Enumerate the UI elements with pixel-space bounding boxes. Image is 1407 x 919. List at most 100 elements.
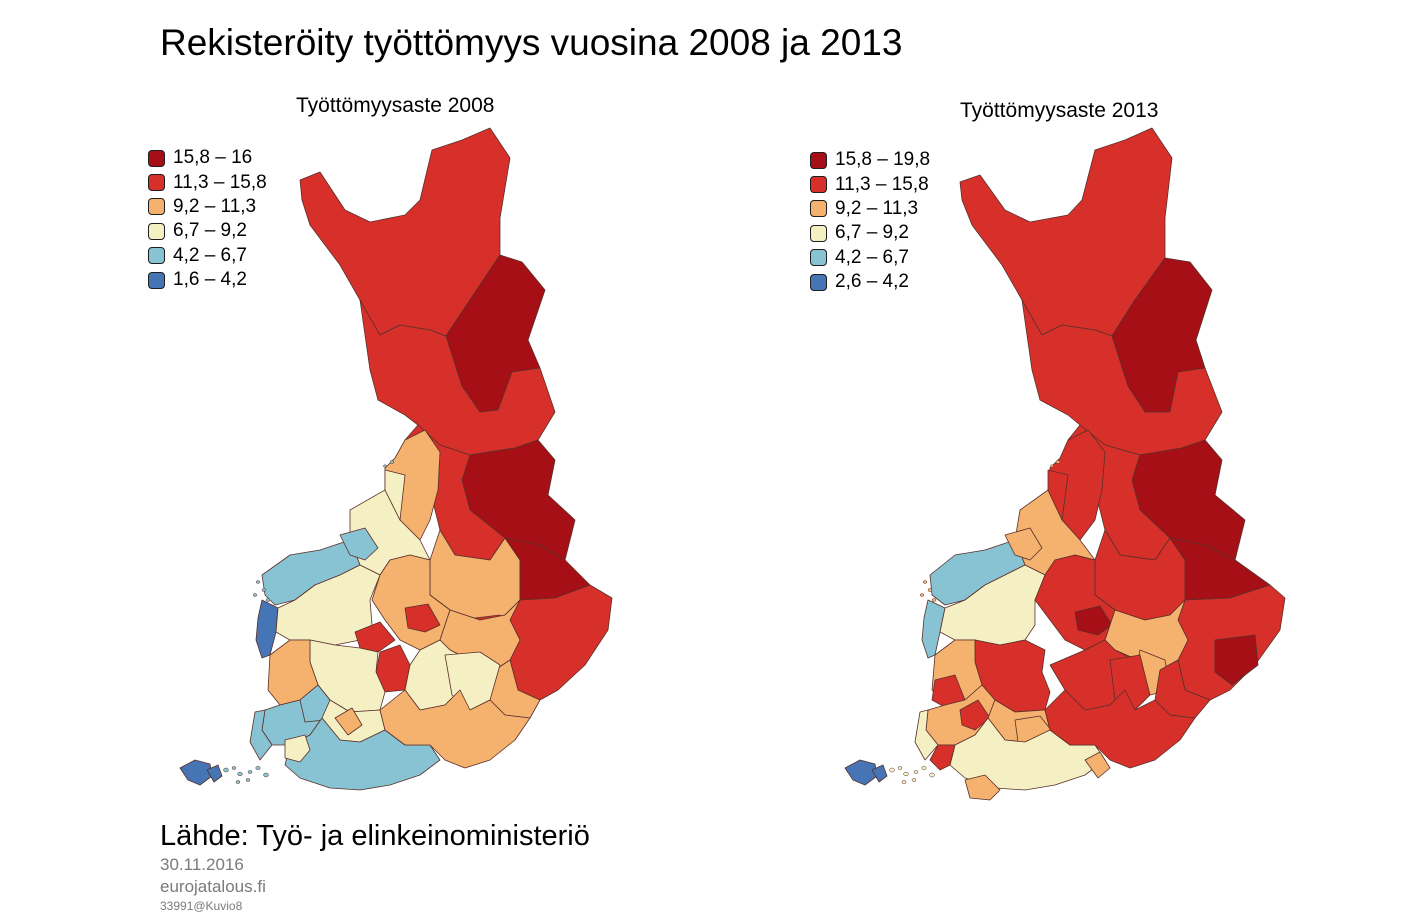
legend-item: 9,2 – 11,3: [810, 197, 930, 221]
region-aland: [179, 759, 213, 786]
map-finland-2008: [179, 127, 613, 791]
region-turku-red: [959, 699, 991, 731]
island: [383, 464, 387, 468]
region-orange-ostro: [1004, 527, 1043, 561]
source-text: Lähde: Työ- ja elinkeinoministeriö: [160, 820, 590, 852]
region-blue-ostro: [339, 527, 379, 561]
legend-label: 9,2 – 11,3: [835, 197, 919, 219]
island: [897, 766, 903, 770]
island: [235, 780, 241, 784]
island: [261, 588, 267, 592]
island: [929, 772, 935, 778]
legend-item: 6,7 – 9,2: [810, 221, 930, 245]
island: [911, 778, 917, 782]
site-text: eurojatalous.fi: [160, 877, 266, 896]
island: [255, 766, 261, 770]
legend-swatch: [810, 224, 827, 242]
island: [919, 593, 925, 597]
legend-2013: 15,8 – 19,8 11,3 – 15,8 9,2 – 11,3 6,7 – 9,…: [810, 148, 930, 294]
legend-item: 2,6 – 4,2: [810, 270, 930, 294]
legend-swatch: [810, 200, 827, 218]
legend-swatch: [810, 273, 827, 291]
legend-item: 15,8 – 16: [148, 146, 267, 170]
island: [252, 593, 258, 597]
island: [889, 767, 895, 773]
map-finland-2013: [844, 127, 1286, 801]
legend-label: 11,3 – 15,8: [173, 171, 267, 193]
legend-swatch: [148, 271, 165, 289]
island: [245, 778, 251, 782]
region-salo-red: [929, 744, 956, 771]
legend-swatch: [810, 249, 827, 267]
region-narpio: [255, 599, 279, 659]
region-lapland-south: [1021, 299, 1223, 456]
island: [265, 598, 271, 602]
region-aland2: [871, 764, 888, 783]
legend-swatch: [148, 149, 165, 167]
region-uusimaa: [284, 717, 441, 791]
legend-item: 4,2 – 6,7: [148, 244, 267, 268]
legend-label: 6,7 – 9,2: [835, 222, 909, 244]
region-kymenlaakso: [1044, 689, 1196, 769]
region-ostro2: [384, 469, 406, 521]
legend-item: 11,3 – 15,8: [148, 170, 267, 194]
legend-label: 11,3 – 15,8: [835, 173, 929, 195]
legend-item: 6,7 – 9,2: [148, 219, 267, 243]
legend-label: 6,7 – 9,2: [173, 220, 247, 242]
island: [263, 772, 269, 778]
legend-item: 4,2 – 6,7: [810, 246, 930, 270]
island: [231, 766, 237, 770]
region-north-karelia: [509, 584, 613, 701]
island: [255, 580, 261, 584]
island: [237, 771, 243, 777]
island: [921, 766, 927, 770]
map-title-2008: Työttömyysaste 2008: [296, 94, 495, 117]
island: [927, 588, 933, 592]
region-lohja: [284, 734, 311, 763]
legend-label: 4,2 – 6,7: [173, 244, 247, 266]
main-title: Rekisteröity työttömyys vuosina 2008 ja …: [160, 22, 903, 63]
region-ostro2: [1047, 469, 1069, 521]
date-text: 30.11.2016: [160, 855, 244, 874]
region-aland: [844, 759, 878, 786]
legend-swatch: [148, 174, 165, 192]
legend-label: 2,6 – 4,2: [835, 271, 909, 293]
island: [931, 598, 937, 602]
legend-label: 4,2 – 6,7: [835, 246, 909, 268]
region-orange-spot: [334, 707, 363, 736]
figure-code: 33991@Kuvio8: [160, 899, 243, 913]
island: [389, 460, 395, 464]
island: [922, 580, 928, 584]
region-sw-coast: [914, 709, 939, 761]
region-red-spot: [354, 621, 396, 653]
region-aland2: [206, 764, 223, 783]
legend-2008: 15,8 – 16 11,3 – 15,8 9,2 – 11,3 6,7 – 9,2 4…: [148, 146, 267, 292]
region-orange-kotka: [1084, 751, 1111, 779]
region-raasepori: [964, 774, 1001, 801]
legend-label: 1,6 – 4,2: [173, 269, 247, 291]
region-jkl-dark: [1074, 605, 1113, 636]
legend-label: 15,8 – 19,8: [835, 149, 931, 171]
region-joensuu-dark: [1214, 634, 1259, 686]
island: [247, 770, 253, 774]
island: [1055, 460, 1061, 464]
legend-swatch: [148, 198, 165, 216]
island: [903, 771, 909, 777]
island: [913, 770, 919, 774]
island: [223, 767, 229, 773]
island: [901, 780, 907, 784]
legend-swatch: [148, 222, 165, 240]
legend-item: 15,8 – 19,8: [810, 148, 930, 172]
legend-item: 1,6 – 4,2: [148, 268, 267, 292]
region-jkl-city: [404, 603, 441, 633]
legend-swatch: [810, 176, 827, 194]
region-kymenlaakso: [379, 689, 531, 769]
region-lapland-south: [359, 299, 556, 456]
map-title-2013: Työttömyysaste 2013: [960, 99, 1159, 122]
legend-swatch: [810, 151, 827, 169]
region-sw-coast: [249, 709, 273, 761]
legend-item: 9,2 – 11,3: [148, 195, 267, 219]
legend-label: 9,2 – 11,3: [173, 195, 257, 217]
island: [1050, 464, 1054, 468]
